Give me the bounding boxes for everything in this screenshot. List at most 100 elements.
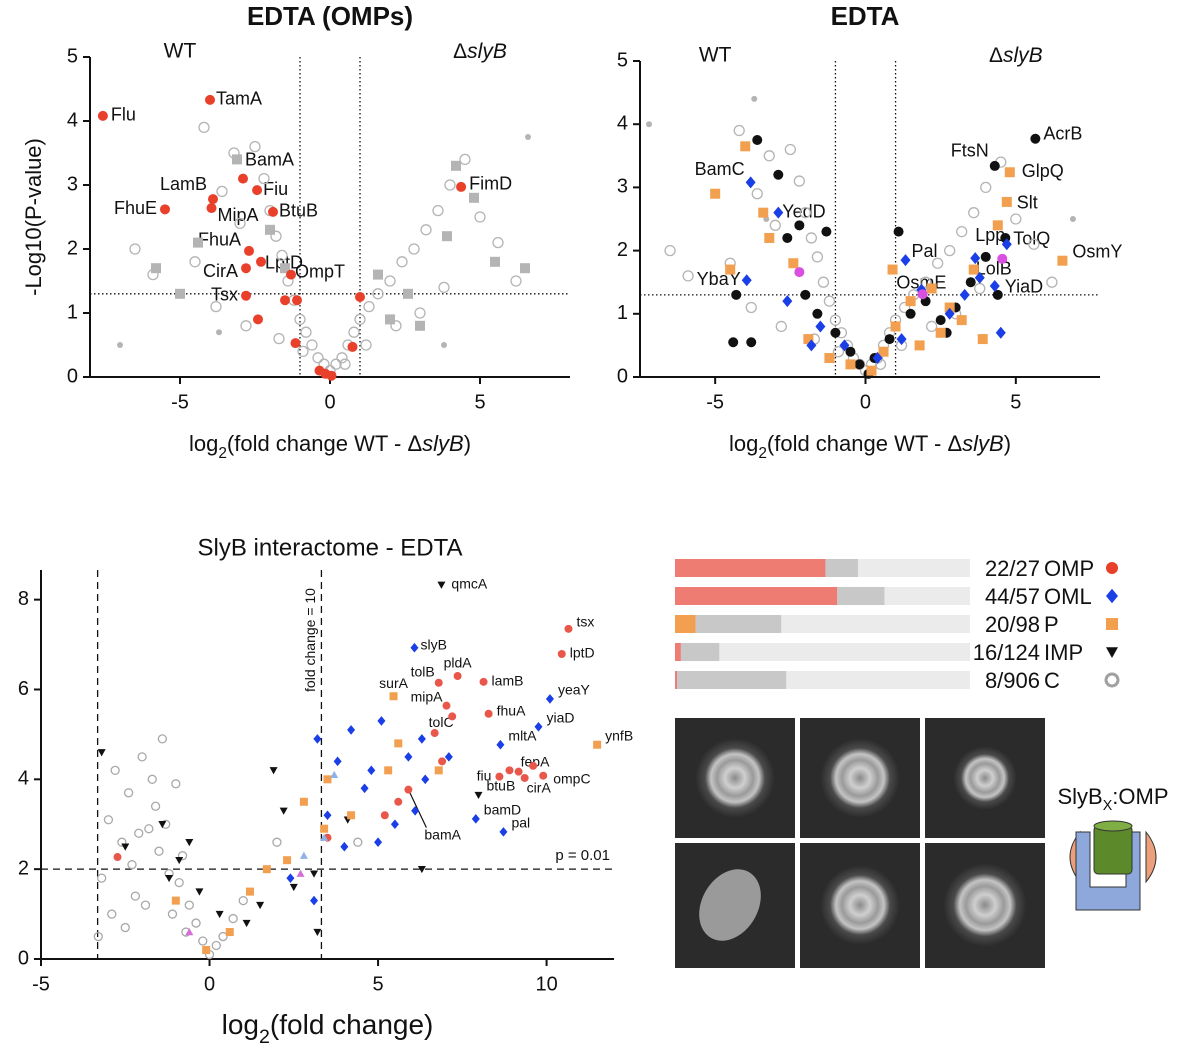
- point: [758, 207, 769, 218]
- point: [931, 257, 944, 269]
- point: [147, 774, 157, 784]
- point: [992, 220, 1003, 231]
- point-label: bamD: [484, 802, 521, 818]
- point: [177, 851, 188, 861]
- point: [280, 263, 290, 274]
- point: [193, 237, 203, 248]
- point: [740, 141, 751, 152]
- point: [437, 581, 446, 589]
- point: [195, 888, 204, 896]
- point: [434, 678, 443, 687]
- x-axis-label: log2(fold change WT - ΔslyB): [729, 431, 1011, 462]
- point: [360, 783, 369, 794]
- point: [905, 308, 916, 319]
- point: [127, 860, 137, 870]
- point: [97, 873, 107, 883]
- point: [444, 752, 453, 762]
- point: [140, 900, 151, 910]
- point: [151, 263, 161, 274]
- count-label: 16/124: [973, 640, 1040, 665]
- label-part: Δ: [989, 44, 1003, 67]
- label-part: slyB: [467, 40, 507, 63]
- point: [474, 211, 486, 223]
- point: [97, 110, 108, 121]
- point-label: Fiu: [263, 179, 288, 199]
- y-tick-label: 3: [617, 176, 628, 198]
- point: [731, 289, 742, 300]
- point: [286, 269, 296, 280]
- y-tick-label: 8: [18, 588, 29, 610]
- point: [175, 288, 185, 299]
- point: [935, 315, 946, 326]
- point: [184, 900, 194, 910]
- particle: [943, 863, 1027, 947]
- point: [262, 865, 271, 874]
- point: [385, 314, 395, 325]
- point: [410, 642, 419, 653]
- complex-label: SlyBX:OMP: [1057, 784, 1168, 814]
- point: [1069, 216, 1076, 222]
- point: [191, 918, 201, 928]
- y-tick-label: 0: [18, 947, 29, 969]
- point: [490, 256, 500, 267]
- point-label: ynfB: [605, 727, 633, 743]
- point: [974, 271, 985, 284]
- point: [499, 827, 508, 837]
- point: [300, 326, 312, 338]
- point: [1106, 588, 1118, 604]
- point: [914, 340, 925, 351]
- point: [339, 358, 351, 370]
- point: [1028, 238, 1040, 250]
- point: [725, 264, 736, 275]
- label-part: log: [189, 431, 218, 456]
- point: [326, 370, 337, 381]
- point: [479, 677, 488, 686]
- point: [241, 263, 251, 274]
- point: [93, 931, 103, 942]
- point: [123, 788, 134, 798]
- point-label: btuB: [487, 778, 516, 794]
- point: [794, 220, 805, 231]
- point-label: Pal: [911, 241, 937, 261]
- point: [306, 339, 318, 351]
- point: [134, 828, 144, 838]
- point: [238, 895, 248, 906]
- x-axis-label: log2(fold change WT - ΔslyB): [189, 431, 471, 462]
- point: [240, 320, 252, 332]
- particle: [699, 869, 761, 941]
- threshold-label: fold change = 10: [302, 588, 318, 692]
- point: [905, 296, 916, 307]
- point: [977, 334, 988, 345]
- x-tick-label: 0: [860, 391, 871, 413]
- bar-segment: [837, 587, 885, 605]
- point: [474, 791, 483, 800]
- point: [347, 725, 356, 735]
- point: [529, 761, 538, 770]
- point: [1106, 618, 1118, 630]
- point: [811, 251, 824, 263]
- point: [741, 274, 752, 287]
- point: [926, 283, 937, 294]
- point: [829, 314, 842, 326]
- bar-segment: [680, 643, 720, 661]
- point-label: fepA: [521, 753, 550, 769]
- point: [216, 329, 222, 336]
- point: [806, 339, 817, 352]
- point: [989, 160, 1000, 171]
- point: [935, 327, 946, 338]
- point: [593, 740, 602, 749]
- point: [1010, 213, 1022, 225]
- y-tick-label: 2: [617, 239, 628, 261]
- y-tick-label: 5: [617, 49, 628, 71]
- point: [514, 767, 523, 776]
- point: [389, 692, 398, 701]
- point-label: OsmY: [1072, 241, 1122, 261]
- point: [353, 837, 363, 847]
- point: [404, 752, 413, 762]
- point: [363, 300, 375, 313]
- y-tick-label: 4: [67, 109, 78, 131]
- point: [944, 302, 955, 313]
- count-label: 8/906: [985, 668, 1040, 693]
- point: [751, 188, 763, 200]
- y-tick-label: 2: [18, 857, 29, 879]
